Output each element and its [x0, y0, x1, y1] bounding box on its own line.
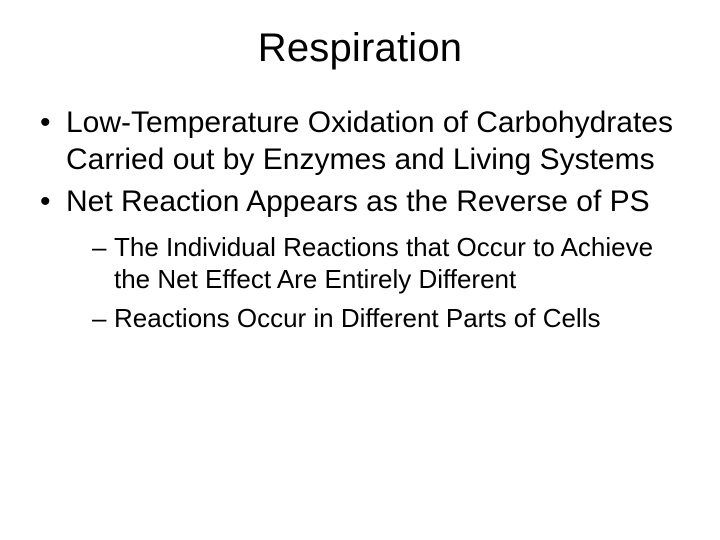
bullet-text: Net Reaction Appears as the Reverse of P… — [66, 185, 650, 218]
sub-bullet-text: Reactions Occur in Different Parts of Ce… — [114, 303, 600, 333]
sub-bullet-text: The Individual Reactions that Occur to A… — [114, 232, 653, 295]
bullet-item: Low-Temperature Oxidation of Carbohydrat… — [36, 105, 692, 178]
bullet-item: Net Reaction Appears as the Reverse of P… — [36, 184, 692, 334]
sub-bullet-list: The Individual Reactions that Occur to A… — [66, 231, 692, 335]
slide-title: Respiration — [28, 26, 692, 71]
sub-bullet-item: Reactions Occur in Different Parts of Ce… — [90, 302, 692, 335]
bullet-list: Low-Temperature Oxidation of Carbohydrat… — [28, 105, 692, 334]
bullet-text: Low-Temperature Oxidation of Carbohydrat… — [66, 106, 673, 176]
slide: Respiration Low-Temperature Oxidation of… — [0, 0, 720, 540]
sub-bullet-item: The Individual Reactions that Occur to A… — [90, 231, 692, 296]
